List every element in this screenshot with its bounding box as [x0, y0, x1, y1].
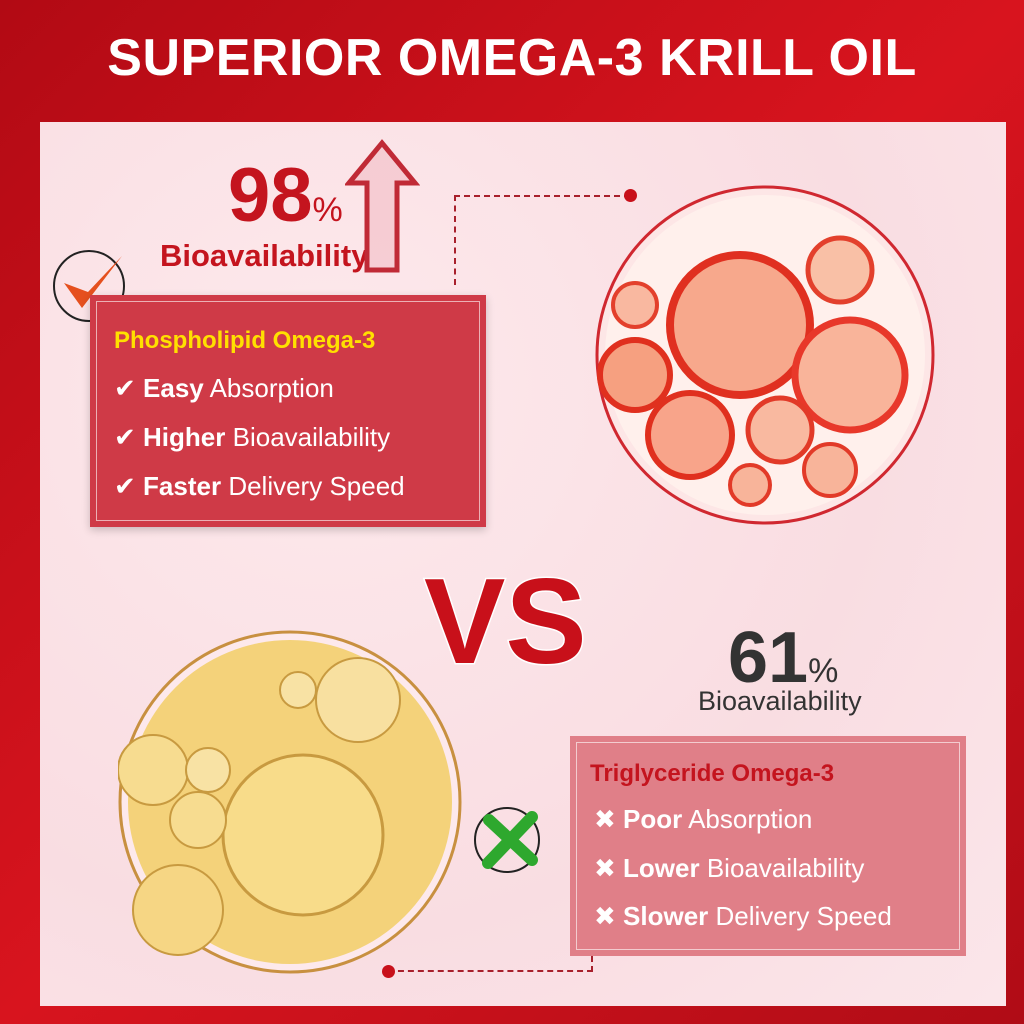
fish-oil-heading: Triglyceride Omega-3 — [590, 760, 835, 787]
list-item: ✔ Easy Absorption — [114, 373, 334, 403]
list-item: ✔ Higher Bioavailability — [114, 422, 391, 452]
fish-unit: % — [808, 652, 839, 690]
fish-oil-bubbles-image — [118, 630, 462, 974]
check-icon: ✔ — [114, 373, 136, 403]
fish-value: 61 — [728, 618, 809, 698]
connector-line — [388, 956, 593, 972]
krill-percentage: 98% — [228, 158, 343, 234]
fish-oil-drawbacks-box: Triglyceride Omega-3 ✖ Poor Absorption ✖… — [570, 736, 966, 956]
page-title: SUPERIOR OMEGA-3 KRILL OIL — [107, 29, 917, 87]
cross-icon: ✖ — [594, 804, 616, 834]
list-item: ✖ Poor Absorption — [594, 804, 813, 834]
connector-dot — [624, 189, 637, 202]
krill-benefits-box: Phospholipid Omega-3 ✔ Easy Absorption ✔… — [90, 295, 486, 527]
krill-unit: % — [312, 191, 343, 229]
fish-oil-bioavailability-label: Bioavailability — [698, 686, 862, 716]
check-icon: ✔ — [114, 471, 136, 501]
list-item: ✖ Slower Delivery Speed — [594, 901, 892, 931]
krill-oil-bubbles-image — [595, 185, 935, 525]
check-icon — [53, 250, 125, 322]
krill-heading: Phospholipid Omega-3 — [114, 327, 376, 354]
cross-icon: ✖ — [594, 901, 616, 931]
fish-oil-percentage: 61% — [728, 622, 838, 694]
check-icon: ✔ — [114, 422, 136, 452]
cross-icon — [474, 807, 540, 873]
connector-line — [454, 195, 630, 285]
connector-dot — [382, 965, 395, 978]
up-arrow-icon — [345, 139, 420, 273]
krill-value: 98 — [228, 153, 313, 238]
list-item: ✔ Faster Delivery Speed — [114, 471, 405, 501]
vs-label: VS — [423, 553, 589, 689]
cross-icon: ✖ — [594, 853, 616, 883]
krill-bioavailability-label: Bioavailability — [160, 238, 369, 273]
list-item: ✖ Lower Bioavailability — [594, 853, 865, 883]
